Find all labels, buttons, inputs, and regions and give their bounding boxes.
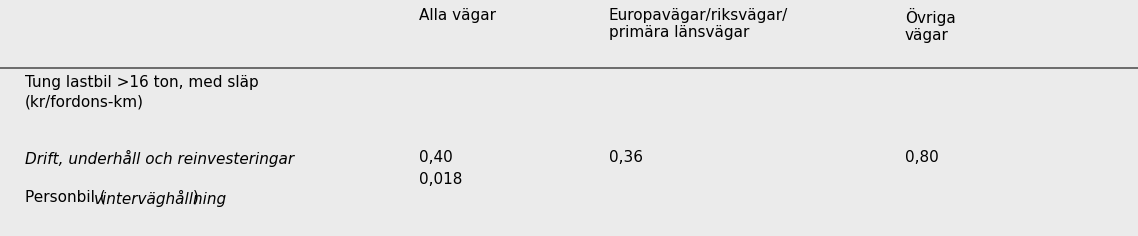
Text: Europavägar/riksvägar/
primära länsvägar: Europavägar/riksvägar/ primära länsvägar xyxy=(609,8,789,40)
Text: 0,36: 0,36 xyxy=(609,150,643,165)
Text: 0,80: 0,80 xyxy=(905,150,939,165)
Text: ): ) xyxy=(192,190,199,205)
Text: 0,40: 0,40 xyxy=(419,150,453,165)
Text: Tung lastbil >16 ton, med släp
(kr/fordons-km): Tung lastbil >16 ton, med släp (kr/fordo… xyxy=(25,75,258,110)
Text: Personbil (: Personbil ( xyxy=(25,190,106,205)
Text: 0,018: 0,018 xyxy=(419,172,462,187)
Text: Alla vägar: Alla vägar xyxy=(419,8,496,23)
Text: vinterväghållning: vinterväghållning xyxy=(94,190,228,207)
Text: Övriga
vägar: Övriga vägar xyxy=(905,8,956,43)
Text: Drift, underhåll och reinvesteringar: Drift, underhåll och reinvesteringar xyxy=(25,150,294,167)
